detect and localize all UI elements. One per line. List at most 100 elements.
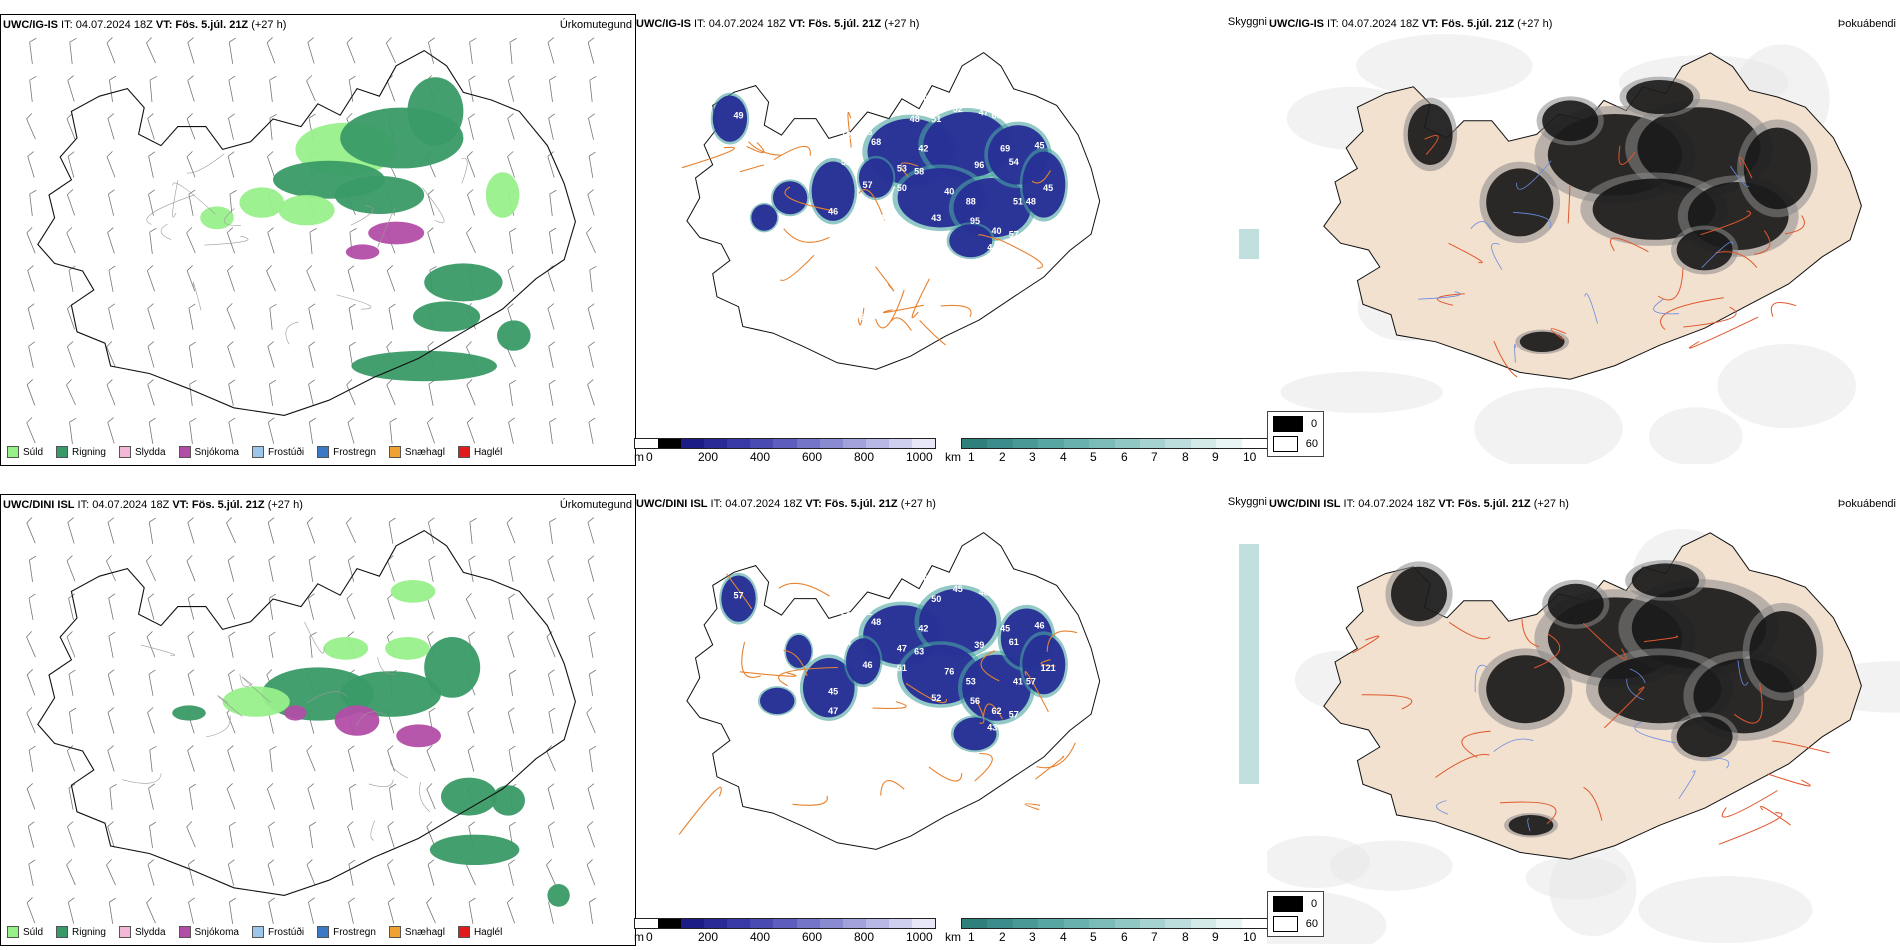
fog-area-dense	[1743, 127, 1811, 210]
wind-barb	[187, 517, 195, 544]
legend-label: Frostregn	[333, 926, 376, 938]
legend-swatch	[317, 446, 330, 458]
precip-panel-row2: UWC/DINI ISL IT: 04.07.2024 18Z VT: Fös.…	[0, 494, 636, 946]
wind-barb	[188, 783, 197, 810]
cloud-bin-0	[635, 919, 659, 928]
precip-area	[284, 705, 307, 721]
wind-barb	[306, 745, 316, 772]
wind-barb	[147, 113, 155, 140]
wind-barb	[468, 75, 476, 102]
roads	[681, 112, 1051, 346]
wind-barb	[547, 555, 555, 582]
cloud-base-label: 47	[897, 643, 907, 653]
wind-barb	[587, 555, 595, 582]
cloud-base-label: 57	[862, 180, 872, 190]
wind-barb	[427, 859, 435, 886]
scale-tick: 7	[1151, 930, 1158, 944]
wind-barb	[106, 37, 116, 64]
visibility-bin-5	[1089, 919, 1115, 928]
wind-barb	[106, 151, 116, 178]
legend-label: Frostregn	[333, 446, 376, 458]
wind-barb	[269, 114, 277, 140]
scale-tick: 1	[968, 450, 975, 464]
precip-area	[396, 724, 441, 748]
wind-barb	[548, 113, 556, 140]
scale-tick: 9	[1212, 450, 1219, 464]
wind-barb	[467, 189, 475, 216]
wind-barb	[26, 379, 36, 406]
cloud-bin-5	[750, 919, 774, 928]
wind-barb	[387, 897, 395, 924]
cloud-base-label: 44	[987, 243, 997, 253]
wind-barb	[387, 859, 395, 886]
cloud-base-area	[721, 575, 756, 622]
fog-area-dense	[1631, 587, 1767, 669]
wind-barb	[228, 897, 237, 924]
cloud-base-label: 81	[862, 335, 872, 345]
visibility-label: Skyggni	[1227, 16, 1267, 28]
cloud-base-area	[785, 634, 812, 668]
wind-barb	[66, 745, 76, 772]
wind-barb	[426, 745, 436, 772]
fog-area-dense	[1486, 168, 1554, 237]
fog-indicator-map	[1280, 34, 1862, 464]
legend-label: Snjókoma	[194, 446, 239, 458]
wind-barb	[387, 745, 395, 772]
cloud-base-label: 57	[1009, 709, 1019, 719]
wind-barb	[28, 593, 36, 620]
cloud-base-label: 67	[936, 713, 946, 723]
cloud-base-label: 95	[970, 216, 980, 226]
cloud-base-label: 51	[931, 114, 941, 124]
cloud-bin-12	[911, 919, 936, 928]
cloud-base-label: 53	[897, 163, 907, 173]
scale-tick: 8	[1182, 930, 1189, 944]
wind-barb	[588, 417, 596, 444]
wind-barb	[308, 417, 317, 444]
legend-item-0: Súld	[7, 446, 43, 458]
wind-barb	[467, 745, 475, 772]
wind-barb	[427, 227, 435, 254]
cloud-base-area	[760, 687, 795, 715]
wind-barb	[228, 75, 236, 102]
cloud-base-label: 41	[1013, 676, 1023, 686]
cloud-base-label: 44	[759, 637, 769, 647]
precip-area	[172, 705, 206, 721]
legend-item-6: Snæhagl	[388, 446, 445, 458]
wind-barb	[308, 303, 316, 330]
wind-barb	[28, 341, 36, 368]
wind-barb	[107, 189, 115, 216]
cloud-base-label: 57	[1009, 229, 1019, 239]
cloud-base-label: 47	[979, 107, 989, 117]
cloud-base-label: 62	[991, 706, 1001, 716]
wind-barb	[347, 265, 355, 292]
wind-barb	[26, 707, 36, 734]
fog-area-dense	[1407, 103, 1453, 165]
cloud-base-area	[949, 224, 993, 258]
wind-barb	[387, 821, 395, 848]
cloud-base-label: 58	[914, 167, 924, 177]
wind-barb	[466, 151, 476, 178]
wind-barb	[586, 707, 596, 734]
scale-tick: 2	[999, 930, 1006, 944]
precip-area	[334, 705, 380, 736]
wind-barb	[29, 37, 37, 64]
wind-barb	[386, 265, 396, 292]
wind-barb	[186, 151, 196, 178]
cloud-bin-1	[658, 919, 682, 928]
cloud-base-ticks: m 0 200 400 600 800 1000	[634, 450, 954, 464]
wind-barb	[149, 227, 157, 254]
wind-barb	[228, 37, 236, 64]
cloud-base-label: 57	[1026, 676, 1036, 686]
wind-barb	[309, 228, 317, 254]
wind-barb	[347, 417, 355, 444]
wind-barb	[107, 517, 115, 544]
scale-tick: 6	[1121, 450, 1128, 464]
wind-barb	[385, 37, 397, 64]
wind-barb	[589, 265, 597, 292]
wind-barb	[227, 151, 235, 178]
wind-barb	[66, 113, 76, 140]
wind-barb	[388, 517, 396, 544]
cloud-base-label: 69	[910, 594, 920, 604]
wind-barb	[588, 669, 597, 696]
